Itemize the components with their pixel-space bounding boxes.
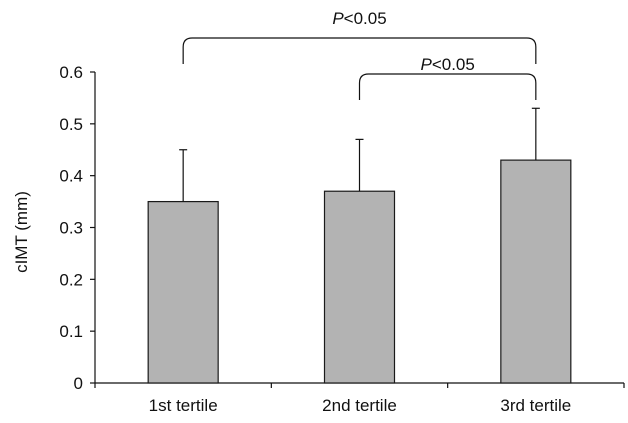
y-tick-label: 0.4	[59, 167, 83, 186]
x-tick-label: 1st tertile	[149, 396, 218, 415]
significance-label: P<0.05	[332, 9, 386, 28]
significance-bracket	[358, 73, 537, 100]
bar	[323, 190, 396, 384]
significance-label: P<0.05	[420, 55, 474, 74]
y-axis-label: cIMT (mm)	[12, 191, 31, 273]
y-tick-label: 0.2	[59, 270, 83, 289]
bar	[500, 159, 572, 384]
significance-bracket	[182, 37, 537, 64]
x-tick-label: 2nd tertile	[322, 396, 397, 415]
y-tick-label: 0.6	[59, 63, 83, 82]
x-tick-label: 3rd tertile	[500, 396, 571, 415]
y-tick-label: 0.1	[59, 322, 83, 341]
y-tick-label: 0.5	[59, 115, 83, 134]
y-tick-label: 0.3	[59, 219, 83, 238]
bar	[147, 200, 219, 384]
y-tick-label: 0	[74, 374, 83, 393]
